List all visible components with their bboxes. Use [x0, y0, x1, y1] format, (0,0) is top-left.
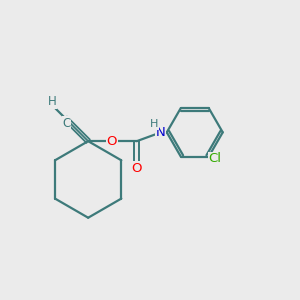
- Text: H: H: [150, 119, 159, 129]
- Text: H: H: [48, 95, 57, 108]
- Text: N: N: [156, 126, 166, 139]
- Text: O: O: [131, 162, 142, 175]
- Text: O: O: [106, 135, 117, 148]
- Text: C: C: [63, 117, 71, 130]
- Text: Cl: Cl: [209, 152, 222, 165]
